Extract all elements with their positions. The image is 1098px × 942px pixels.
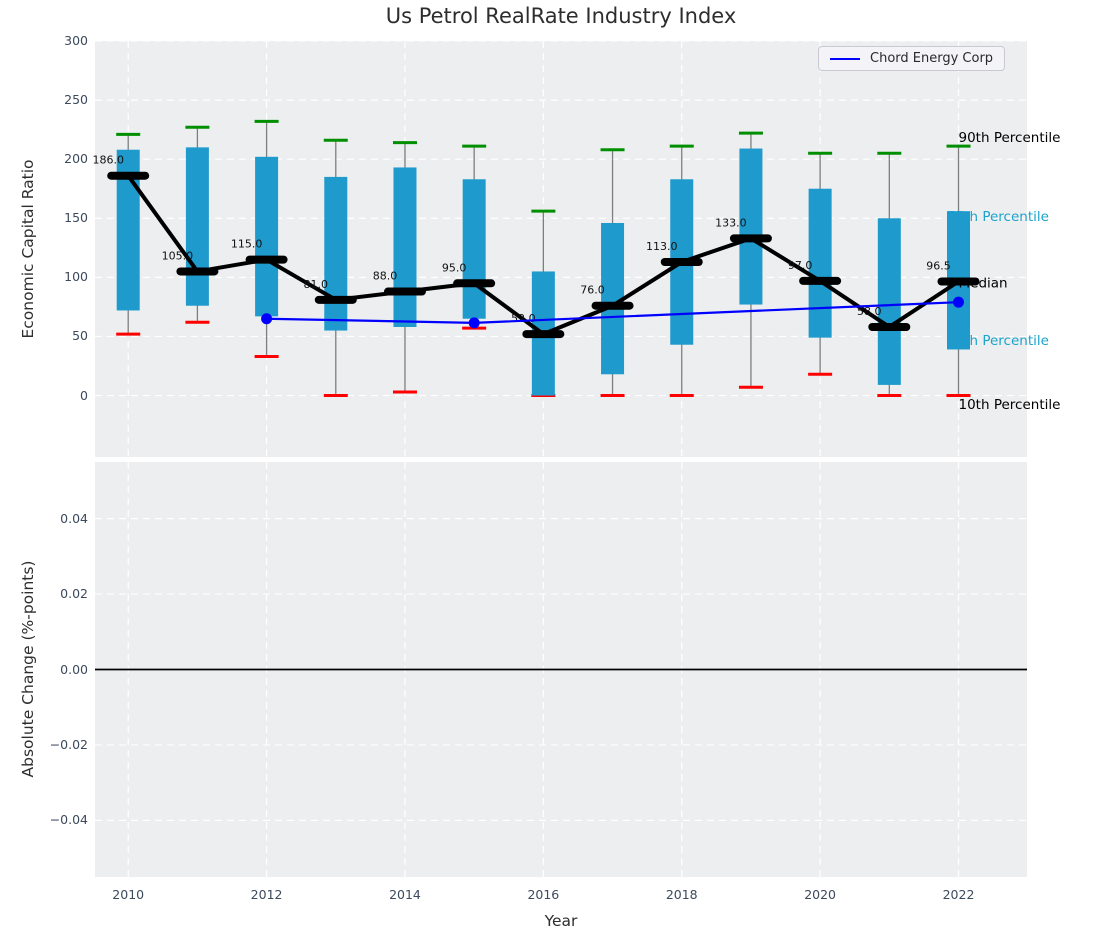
median-value-label-2014: 88.0 xyxy=(373,270,398,283)
x-tick-2022: 2022 xyxy=(942,887,975,902)
x-axis-label: Year xyxy=(544,912,578,930)
top-y-axis-label: Economic Capital Ratio xyxy=(19,159,37,339)
top-y-tick-0: 0 xyxy=(80,387,88,403)
median-value-label-2018: 113.0 xyxy=(646,240,678,253)
top-y-tick-300: 300 xyxy=(64,33,88,48)
bottom-plot-canvas xyxy=(95,462,1027,877)
top-axes: 75th Percentile 25th Percentile 90th Perce… xyxy=(92,40,1060,457)
box-2014 xyxy=(393,167,417,327)
box-2017 xyxy=(601,223,625,375)
top-y-tick-250: 250 xyxy=(64,92,88,108)
box-2012 xyxy=(255,156,279,317)
median-value-label-2021: 58.0 xyxy=(857,305,882,318)
annotation-75th-percentile: 75th Percentile xyxy=(947,209,1049,225)
median-value-label-2010: 186.0 xyxy=(92,154,124,167)
company-dot-2022 xyxy=(953,296,965,308)
top-y-tick-100: 100 xyxy=(64,269,88,285)
top-y-tick-150: 150 xyxy=(64,210,88,226)
legend: Chord Energy Corp xyxy=(818,46,1006,71)
x-tick-2020: 2020 xyxy=(804,887,837,902)
x-tick-2018: 2018 xyxy=(665,887,698,902)
x-tick-2014: 2014 xyxy=(389,887,421,902)
bottom-y-tick-0.02: 0.02 xyxy=(60,586,88,602)
median-value-label-2013: 81.0 xyxy=(304,278,329,291)
median-value-label-2011: 105.0 xyxy=(162,249,194,262)
box-2015 xyxy=(462,179,486,319)
annotation-25th-percentile: 25th Percentile xyxy=(947,333,1049,349)
chart-title: Us Petrol RealRate Industry Index xyxy=(385,4,737,28)
median-value-label-2015: 95.0 xyxy=(442,261,467,274)
box-2013 xyxy=(324,176,348,331)
top-y-tick-50: 50 xyxy=(72,328,88,344)
bottom-y-tick-0.00: 0.00 xyxy=(60,661,88,677)
bottom-axes xyxy=(95,462,1027,877)
median-value-label-2019: 133.0 xyxy=(715,216,747,229)
bottom-y-tick-−0.02: −0.02 xyxy=(49,736,88,752)
legend-label: Chord Energy Corp xyxy=(870,51,994,66)
company-dot-2015 xyxy=(468,317,480,329)
median-value-label-2020: 97.0 xyxy=(788,259,813,272)
top-plot-canvas: 75th Percentile 25th Percentile 90th Perce… xyxy=(92,40,1060,457)
median-value-label-2012: 115.0 xyxy=(231,238,263,251)
annotation-10th-percentile: 10th Percentile xyxy=(959,397,1061,413)
median-value-label-2022: 96.5 xyxy=(926,260,951,273)
box-2020 xyxy=(808,188,832,338)
company-dot-2012 xyxy=(261,313,273,325)
x-tick-2012: 2012 xyxy=(250,887,283,902)
x-tick-2016: 2016 xyxy=(527,887,560,902)
median-value-label-2017: 76.0 xyxy=(580,284,605,297)
box-2021 xyxy=(877,218,901,385)
legend-line-swatch xyxy=(830,57,860,60)
top-y-tick-200: 200 xyxy=(64,151,88,167)
box-2011 xyxy=(185,147,209,306)
box-2019 xyxy=(739,148,763,305)
median-value-label-2016: 52.0 xyxy=(511,312,535,325)
box-2010 xyxy=(116,149,140,311)
bottom-y-tick-0.04: 0.04 xyxy=(60,510,88,526)
x-tick-2010: 2010 xyxy=(112,887,145,902)
bottom-y-tick-−0.04: −0.04 xyxy=(49,812,88,828)
annotation-90th-percentile: 90th Percentile xyxy=(959,130,1061,146)
